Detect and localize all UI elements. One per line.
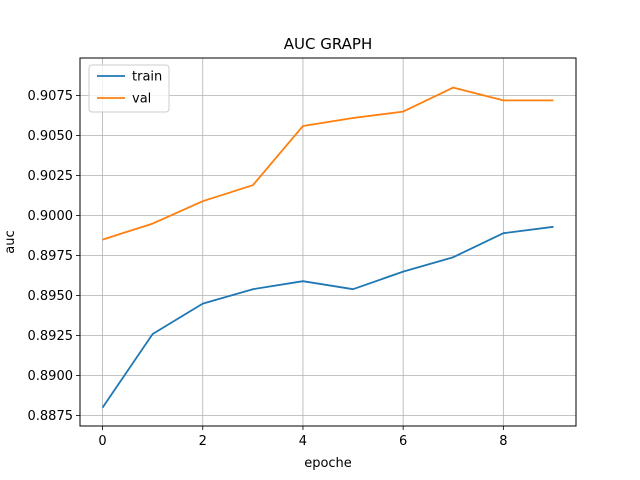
chart-title: AUC GRAPH (284, 35, 373, 53)
legend: train val (88, 64, 170, 113)
y-tick-label: 0.8950 (28, 289, 74, 304)
x-tick-label: 4 (299, 434, 307, 449)
x-axis-label: epoche (304, 456, 352, 471)
y-tick-label: 0.9025 (28, 169, 74, 184)
y-tick-label: 0.8925 (28, 329, 74, 344)
x-tick-label: 6 (399, 434, 407, 449)
y-tick-label: 0.8900 (28, 369, 74, 384)
y-axis-ticks: 0.8875 0.8900 0.8925 0.8950 0.8975 0.9000 0.90… (28, 89, 80, 424)
y-tick-label: 0.8975 (28, 249, 74, 264)
x-axis-ticks: 0 2 4 6 8 (98, 426, 507, 449)
series-lines (101, 86, 554, 409)
y-axis-label: auc (3, 230, 18, 253)
x-tick-label: 0 (98, 434, 106, 449)
grid-lines (80, 58, 576, 426)
y-tick-label: 0.8875 (28, 409, 74, 424)
y-tick-label: 0.9075 (28, 89, 74, 104)
x-tick-label: 2 (199, 434, 207, 449)
y-tick-label: 0.9050 (28, 129, 74, 144)
series-line-train (101, 225, 554, 409)
plot-area-frame (79, 57, 577, 427)
x-tick-label: 8 (499, 434, 507, 449)
series-line-val (102, 86, 554, 241)
y-tick-label: 0.9000 (28, 209, 74, 224)
legend-label-val: val (132, 92, 151, 107)
legend-label-train: train (132, 70, 162, 85)
